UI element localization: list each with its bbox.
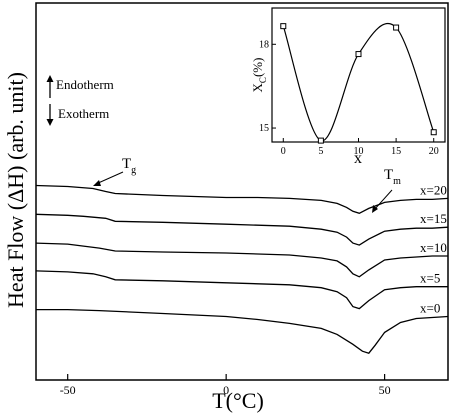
series-label: x=0 bbox=[420, 301, 440, 316]
inset-x-tick-label: 20 bbox=[429, 146, 439, 157]
inset-data-point bbox=[280, 23, 287, 30]
series-line bbox=[36, 308, 449, 354]
inset-x-tick-label: 5 bbox=[318, 146, 323, 157]
endotherm-arrowhead bbox=[46, 75, 54, 82]
tg-arrow bbox=[95, 171, 124, 185]
x-tick-label: 0 bbox=[223, 383, 229, 397]
series-line bbox=[35, 270, 448, 310]
inset-data-point bbox=[393, 24, 400, 31]
y-axis-label: Heat Flow (ΔH) (arb. unit) bbox=[3, 72, 28, 308]
series-label: x=10 bbox=[420, 240, 447, 255]
inset-x-label: x bbox=[354, 150, 362, 167]
x-axis-label: T(°C) bbox=[212, 388, 264, 413]
main-x-ticks: -50 0 50 bbox=[60, 374, 391, 397]
series-label: x=20 bbox=[420, 182, 447, 197]
tm-arrowhead bbox=[372, 205, 378, 213]
series-label: x=15 bbox=[420, 211, 447, 226]
inset-x-tick-label: 10 bbox=[354, 146, 364, 157]
inset-x-tick-label: 0 bbox=[281, 146, 286, 157]
endotherm-label: Endotherm bbox=[56, 77, 114, 92]
inset-y-tick-label: 18 bbox=[259, 39, 269, 50]
main-plot-frame bbox=[35, 2, 449, 381]
inset-y-tick-label: 15 bbox=[259, 123, 269, 134]
tg-annotation: Tg bbox=[122, 156, 136, 176]
exotherm-label: Exotherm bbox=[58, 106, 109, 121]
series-line bbox=[35, 242, 448, 278]
tm-annotation: Tm bbox=[384, 167, 401, 187]
inset-x-tick-label: 15 bbox=[391, 146, 401, 157]
inset-fit-curve bbox=[282, 22, 435, 142]
series-line bbox=[35, 213, 449, 246]
inset-data-point bbox=[317, 137, 324, 144]
series-label: x=5 bbox=[420, 271, 440, 286]
inset-data-point bbox=[355, 51, 362, 58]
dsc-curves: x=20 x=15 x=10 x=5 x=0 bbox=[35, 182, 449, 354]
series-line bbox=[35, 184, 449, 215]
x-tick-label: -50 bbox=[60, 383, 76, 397]
inset-points bbox=[280, 23, 437, 144]
x-tick-label: 50 bbox=[379, 383, 391, 397]
inset-y-label: XC(%) bbox=[250, 58, 268, 93]
tm-arrow bbox=[373, 189, 393, 211]
tg-arrowhead bbox=[93, 180, 101, 186]
inset-data-point bbox=[430, 129, 437, 136]
inset-plot-frame bbox=[271, 7, 446, 143]
exotherm-arrowhead bbox=[46, 119, 54, 126]
